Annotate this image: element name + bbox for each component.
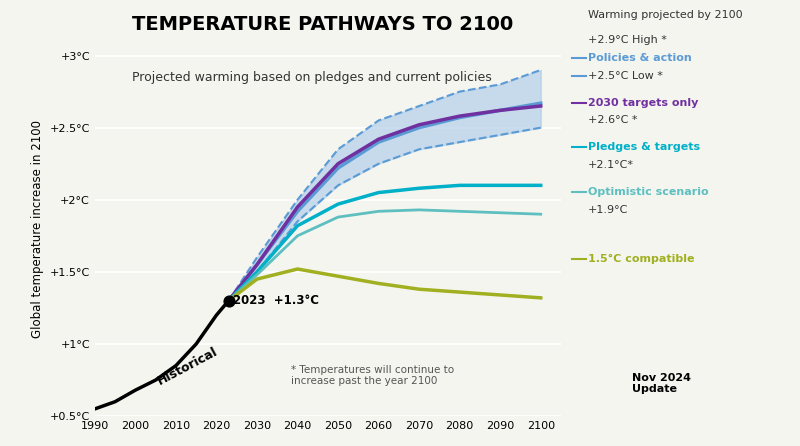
Text: Historical: Historical (156, 345, 221, 388)
Text: +1.9°C: +1.9°C (588, 205, 628, 215)
Text: +2.5°C Low *: +2.5°C Low * (588, 71, 663, 81)
Text: Warming projected by 2100: Warming projected by 2100 (588, 10, 742, 20)
Bar (81, 200, 90, 272)
Text: TEMPERATURE PATHWAYS TO 2100: TEMPERATURE PATHWAYS TO 2100 (132, 15, 514, 34)
Text: 2023  +1.3°C: 2023 +1.3°C (233, 293, 318, 307)
Y-axis label: Global temperature increase in 2100: Global temperature increase in 2100 (31, 120, 44, 338)
Point (222, 297, 235, 304)
Text: +2.1°C*: +2.1°C* (588, 160, 634, 170)
Text: Projected warming based on pledges and current policies: Projected warming based on pledges and c… (132, 71, 492, 84)
Text: +2.9°C High *: +2.9°C High * (588, 35, 667, 45)
Text: +2.6°C *: +2.6°C * (588, 116, 638, 125)
Text: Pledges & targets: Pledges & targets (588, 142, 700, 152)
Text: Optimistic scenario: Optimistic scenario (588, 187, 709, 197)
Bar (81, 272, 90, 416)
Text: Policies & action: Policies & action (588, 53, 692, 63)
Text: 1.5°C compatible: 1.5°C compatible (588, 254, 694, 264)
Bar (81, 41, 90, 200)
Text: 2030 targets only: 2030 targets only (588, 98, 698, 107)
Text: Nov 2024
Update: Nov 2024 Update (632, 373, 691, 394)
Text: * Temperatures will continue to
increase past the year 2100: * Temperatures will continue to increase… (290, 364, 454, 386)
